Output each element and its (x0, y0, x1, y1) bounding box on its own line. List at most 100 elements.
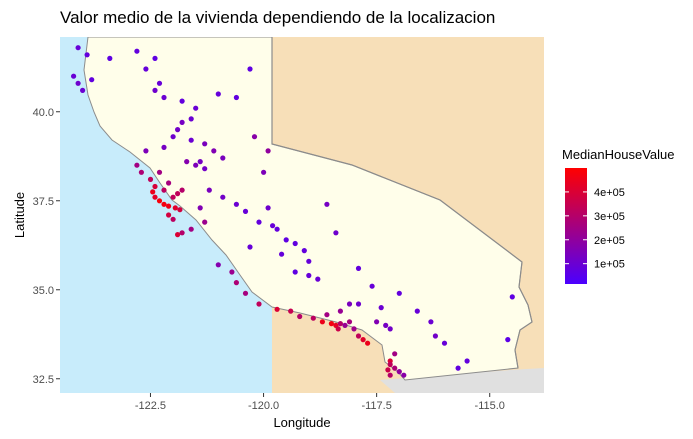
data-point (84, 52, 90, 58)
data-point (166, 203, 172, 209)
data-point (197, 159, 203, 165)
y-tick-label: 37.5 (33, 196, 54, 208)
data-point (175, 232, 181, 238)
data-point (505, 337, 511, 343)
data-point (193, 162, 199, 168)
x-tick-label: -120.0 (248, 400, 279, 412)
data-point (134, 48, 140, 54)
state-border (271, 37, 533, 369)
data-point (265, 205, 271, 211)
data-point (161, 94, 167, 101)
y-tick-label: 35.0 (33, 285, 54, 297)
data-point (378, 305, 384, 311)
data-point (242, 208, 249, 214)
x-tick-label: -115.0 (475, 400, 505, 412)
legend-colorbar (565, 168, 587, 284)
data-point (256, 301, 262, 307)
data-point (172, 205, 178, 211)
data-point (161, 201, 167, 207)
data-point (256, 219, 262, 225)
legend-break-label: 4e+05 (594, 187, 625, 199)
data-point (188, 226, 194, 232)
data-point (337, 321, 343, 327)
x-tick-label: -122.5 (135, 400, 166, 412)
data-point (179, 98, 185, 104)
data-point (147, 176, 154, 182)
data-point (179, 119, 185, 125)
data-point (152, 55, 158, 62)
data-point (247, 244, 253, 250)
data-point (392, 351, 398, 357)
data-point (385, 367, 391, 373)
data-point (166, 180, 172, 186)
data-point (233, 94, 239, 101)
data-point (387, 326, 393, 332)
data-point (71, 73, 77, 79)
data-point (365, 340, 371, 346)
data-point (202, 141, 208, 147)
data-point (355, 301, 362, 307)
data-point (374, 319, 380, 325)
data-point (261, 169, 267, 175)
x-tick-label: -117.5 (361, 400, 391, 412)
data-point (346, 319, 353, 325)
data-point (279, 251, 285, 257)
data-point (156, 198, 163, 204)
data-point (301, 248, 307, 254)
data-point (432, 333, 438, 339)
data-point (387, 361, 393, 368)
x-axis: -122.5 -120.0 -117.5 -115.0 (135, 393, 505, 412)
data-point (392, 365, 398, 371)
data-point (75, 45, 81, 51)
data-point (175, 127, 181, 133)
data-point (292, 240, 298, 247)
data-point (143, 148, 149, 154)
data-point (161, 187, 167, 193)
data-point (107, 55, 113, 62)
data-point (455, 365, 461, 371)
data-point (89, 77, 95, 83)
x-axis-title: Longitude (273, 415, 330, 430)
data-point (75, 80, 81, 86)
data-point (80, 87, 86, 93)
data-point (355, 265, 362, 271)
y-tick-label: 32.5 (33, 374, 54, 386)
data-point (251, 134, 258, 140)
chart-title: Valor medio de la vivienda dependiendo d… (60, 8, 496, 27)
data-point (360, 337, 366, 343)
data-point (211, 148, 217, 154)
legend-breaks: 1e+05 2e+05 3e+05 4e+05 (565, 187, 625, 271)
legend-title: MedianHouseValue (562, 147, 675, 162)
y-axis: 32.5 35.0 37.5 40.0 (33, 107, 60, 386)
data-point (283, 237, 289, 243)
data-points (71, 45, 515, 378)
data-point (346, 301, 353, 307)
data-point (324, 201, 330, 207)
data-point (383, 322, 389, 328)
data-point (274, 306, 280, 312)
data-point (306, 272, 312, 279)
map-panel (60, 37, 544, 393)
data-point (138, 169, 144, 175)
data-point (229, 269, 235, 275)
data-point (310, 315, 316, 321)
data-point (428, 319, 434, 325)
legend-break-label: 1e+05 (594, 259, 625, 271)
data-point (170, 134, 176, 140)
data-point (333, 230, 339, 236)
data-point (215, 262, 221, 268)
data-point (202, 219, 208, 225)
data-point (509, 294, 515, 300)
data-point (292, 269, 298, 275)
legend-break-label: 3e+05 (594, 211, 625, 223)
y-axis-title: Latitude (12, 192, 27, 238)
data-point (156, 169, 163, 175)
data-point (319, 319, 325, 325)
data-point (175, 191, 181, 197)
data-point (337, 308, 343, 314)
data-point (297, 313, 303, 320)
data-point (351, 326, 357, 332)
data-point (184, 159, 190, 165)
data-point (324, 312, 330, 318)
